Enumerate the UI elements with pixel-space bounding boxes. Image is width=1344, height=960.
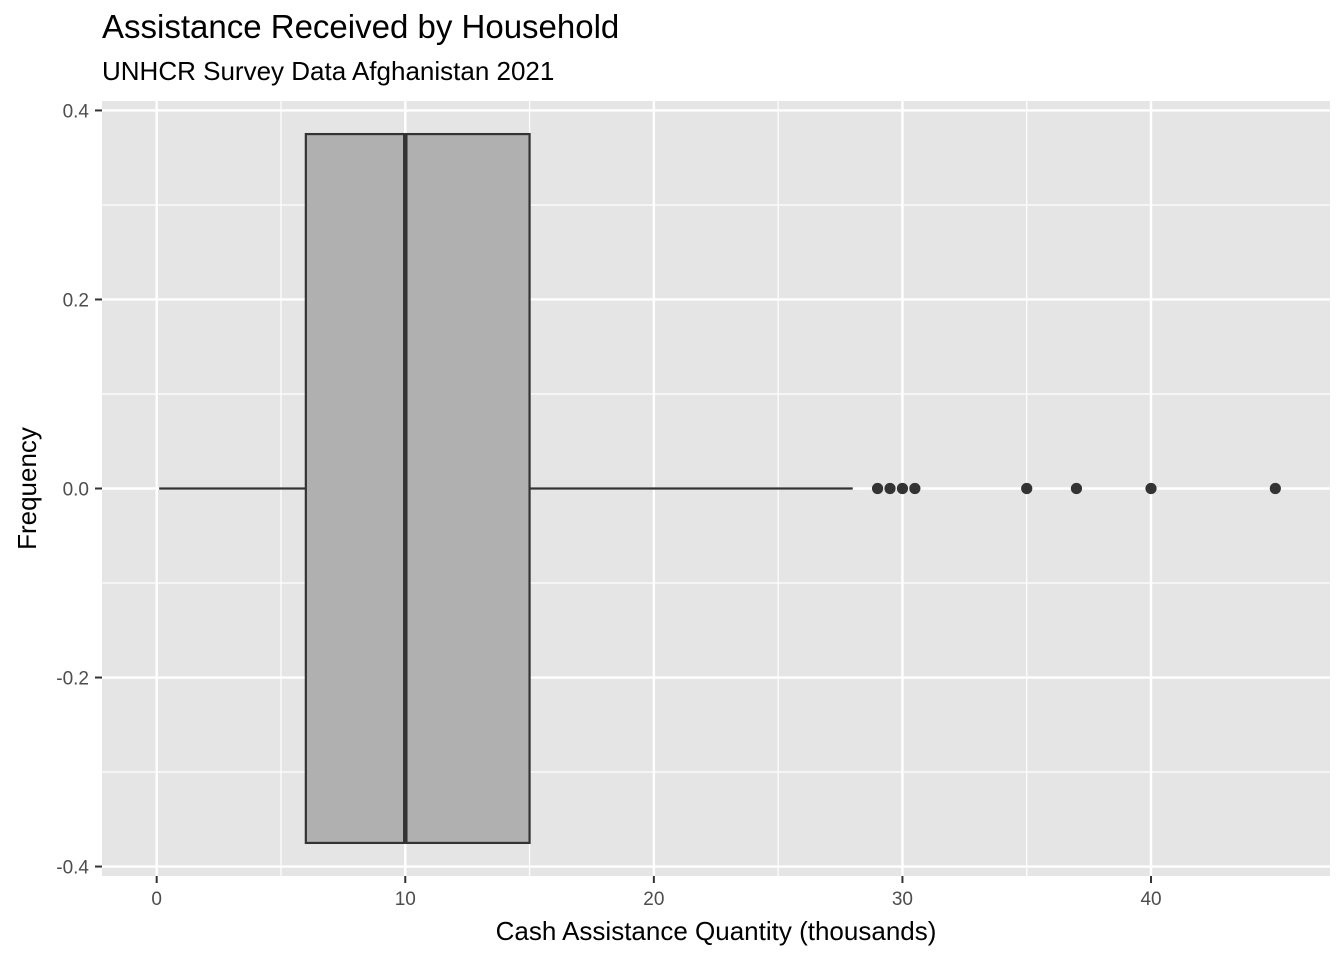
outlier-point [1070, 482, 1083, 495]
y-tick-label: -0.4 [56, 858, 89, 879]
outlier-point [1021, 482, 1033, 495]
interquartile-box [304, 132, 531, 845]
y-tick-label: 0.2 [63, 290, 89, 311]
chart-subtitle: UNHCR Survey Data Afghanistan 2021 [102, 56, 555, 86]
x-tick-label: 40 [1140, 889, 1161, 910]
outlier-point [884, 482, 896, 495]
x-tick-label: 10 [395, 889, 416, 910]
outlier-point [1145, 482, 1157, 495]
boxplot-group [159, 132, 853, 845]
outlier-point [1269, 482, 1281, 495]
y-axis-title: Frequency [12, 427, 42, 550]
y-tick-label: -0.2 [56, 669, 89, 690]
x-axis-title: Cash Assistance Quantity (thousands) [496, 916, 937, 946]
chart-title: Assistance Received by Household [102, 8, 620, 45]
outlier-point [896, 482, 909, 495]
axes: 0 10 20 30 40 0.4 0.2 0.0 -0.2 -0.4 [56, 101, 1161, 910]
y-tick-label: 0.4 [63, 101, 90, 122]
outlier-points [871, 482, 1281, 495]
x-tick-label: 30 [892, 889, 913, 910]
x-tick-label: 0 [151, 889, 162, 910]
y-tick-label: 0.0 [63, 480, 89, 501]
x-tick-label: 20 [643, 889, 664, 910]
outlier-point [909, 482, 921, 495]
outlier-point [871, 482, 884, 495]
boxplot [159, 132, 853, 845]
